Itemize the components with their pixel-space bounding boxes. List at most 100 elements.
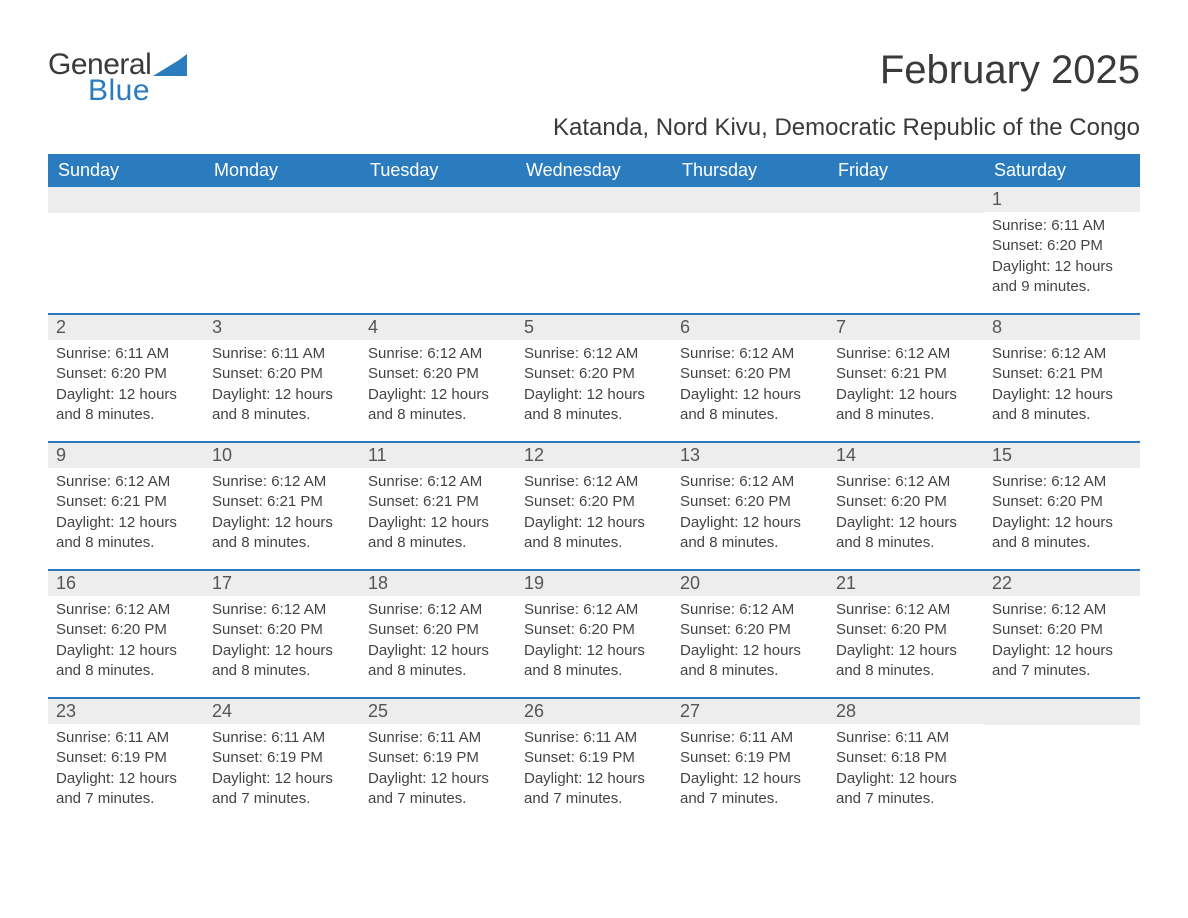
calendar-day xyxy=(516,187,672,313)
header: General Blue February 2025 xyxy=(48,48,1140,108)
daylight-text: Daylight: 12 hours and 7 minutes. xyxy=(212,769,352,810)
calendar-body: 1Sunrise: 6:11 AMSunset: 6:20 PMDaylight… xyxy=(48,187,1140,825)
sunrise-text: Sunrise: 6:11 AM xyxy=(368,728,508,748)
daylight-text: Daylight: 12 hours and 8 minutes. xyxy=(992,385,1132,426)
day-number xyxy=(204,187,360,213)
sunrise-text: Sunrise: 6:12 AM xyxy=(524,344,664,364)
day-number: 7 xyxy=(828,315,984,340)
day-details: Sunrise: 6:12 AMSunset: 6:21 PMDaylight:… xyxy=(984,340,1140,425)
day-number: 28 xyxy=(828,699,984,724)
daylight-text: Daylight: 12 hours and 8 minutes. xyxy=(368,513,508,554)
calendar-day: 9Sunrise: 6:12 AMSunset: 6:21 PMDaylight… xyxy=(48,443,204,569)
sunrise-text: Sunrise: 6:11 AM xyxy=(680,728,820,748)
sunrise-text: Sunrise: 6:12 AM xyxy=(992,344,1132,364)
sunrise-text: Sunrise: 6:12 AM xyxy=(992,600,1132,620)
sunrise-text: Sunrise: 6:12 AM xyxy=(524,472,664,492)
day-details: Sunrise: 6:11 AMSunset: 6:19 PMDaylight:… xyxy=(48,724,204,809)
day-number: 6 xyxy=(672,315,828,340)
sunrise-text: Sunrise: 6:12 AM xyxy=(836,472,976,492)
sunset-text: Sunset: 6:21 PM xyxy=(992,364,1132,384)
daylight-text: Daylight: 12 hours and 8 minutes. xyxy=(212,513,352,554)
daylight-text: Daylight: 12 hours and 8 minutes. xyxy=(524,641,664,682)
brand-mark-icon xyxy=(153,54,187,76)
day-number: 16 xyxy=(48,571,204,596)
day-number: 12 xyxy=(516,443,672,468)
day-number: 3 xyxy=(204,315,360,340)
sunset-text: Sunset: 6:20 PM xyxy=(212,620,352,640)
day-number: 13 xyxy=(672,443,828,468)
daylight-text: Daylight: 12 hours and 8 minutes. xyxy=(524,513,664,554)
calendar-day: 16Sunrise: 6:12 AMSunset: 6:20 PMDayligh… xyxy=(48,571,204,697)
daylight-text: Daylight: 12 hours and 8 minutes. xyxy=(836,641,976,682)
calendar-day: 20Sunrise: 6:12 AMSunset: 6:20 PMDayligh… xyxy=(672,571,828,697)
calendar-day: 6Sunrise: 6:12 AMSunset: 6:20 PMDaylight… xyxy=(672,315,828,441)
daylight-text: Daylight: 12 hours and 8 minutes. xyxy=(836,385,976,426)
weekday-header: Wednesday xyxy=(516,154,672,187)
daylight-text: Daylight: 12 hours and 8 minutes. xyxy=(680,641,820,682)
sunrise-text: Sunrise: 6:12 AM xyxy=(212,600,352,620)
day-details: Sunrise: 6:12 AMSunset: 6:20 PMDaylight:… xyxy=(984,596,1140,681)
calendar-day: 7Sunrise: 6:12 AMSunset: 6:21 PMDaylight… xyxy=(828,315,984,441)
daylight-text: Daylight: 12 hours and 7 minutes. xyxy=(836,769,976,810)
weekday-header: Saturday xyxy=(984,154,1140,187)
sunset-text: Sunset: 6:21 PM xyxy=(368,492,508,512)
daylight-text: Daylight: 12 hours and 7 minutes. xyxy=(992,641,1132,682)
location-subtitle: Katanda, Nord Kivu, Democratic Republic … xyxy=(48,114,1140,142)
calendar-day xyxy=(48,187,204,313)
day-number: 9 xyxy=(48,443,204,468)
calendar-day: 17Sunrise: 6:12 AMSunset: 6:20 PMDayligh… xyxy=(204,571,360,697)
sunset-text: Sunset: 6:20 PM xyxy=(368,364,508,384)
calendar-day: 24Sunrise: 6:11 AMSunset: 6:19 PMDayligh… xyxy=(204,699,360,825)
day-number: 2 xyxy=(48,315,204,340)
sunrise-text: Sunrise: 6:11 AM xyxy=(836,728,976,748)
sunrise-text: Sunrise: 6:12 AM xyxy=(212,472,352,492)
day-number: 4 xyxy=(360,315,516,340)
day-number xyxy=(48,187,204,213)
calendar-week: 16Sunrise: 6:12 AMSunset: 6:20 PMDayligh… xyxy=(48,569,1140,697)
day-details: Sunrise: 6:12 AMSunset: 6:20 PMDaylight:… xyxy=(828,596,984,681)
sunrise-text: Sunrise: 6:11 AM xyxy=(992,216,1132,236)
daylight-text: Daylight: 12 hours and 8 minutes. xyxy=(680,513,820,554)
sunset-text: Sunset: 6:20 PM xyxy=(56,620,196,640)
day-details: Sunrise: 6:12 AMSunset: 6:21 PMDaylight:… xyxy=(828,340,984,425)
sunrise-text: Sunrise: 6:12 AM xyxy=(992,472,1132,492)
weekday-header: Friday xyxy=(828,154,984,187)
calendar-day: 18Sunrise: 6:12 AMSunset: 6:20 PMDayligh… xyxy=(360,571,516,697)
sunrise-text: Sunrise: 6:11 AM xyxy=(56,344,196,364)
sunset-text: Sunset: 6:20 PM xyxy=(992,492,1132,512)
sunset-text: Sunset: 6:20 PM xyxy=(992,620,1132,640)
day-number: 8 xyxy=(984,315,1140,340)
day-number: 25 xyxy=(360,699,516,724)
day-details: Sunrise: 6:12 AMSunset: 6:20 PMDaylight:… xyxy=(984,468,1140,553)
daylight-text: Daylight: 12 hours and 8 minutes. xyxy=(56,385,196,426)
sunrise-text: Sunrise: 6:11 AM xyxy=(56,728,196,748)
daylight-text: Daylight: 12 hours and 8 minutes. xyxy=(212,641,352,682)
calendar-day: 19Sunrise: 6:12 AMSunset: 6:20 PMDayligh… xyxy=(516,571,672,697)
calendar-week: 23Sunrise: 6:11 AMSunset: 6:19 PMDayligh… xyxy=(48,697,1140,825)
weekday-header: Thursday xyxy=(672,154,828,187)
day-details: Sunrise: 6:12 AMSunset: 6:20 PMDaylight:… xyxy=(48,596,204,681)
sunrise-text: Sunrise: 6:11 AM xyxy=(524,728,664,748)
calendar-day: 25Sunrise: 6:11 AMSunset: 6:19 PMDayligh… xyxy=(360,699,516,825)
sunrise-text: Sunrise: 6:12 AM xyxy=(524,600,664,620)
sunset-text: Sunset: 6:20 PM xyxy=(524,620,664,640)
calendar-day: 13Sunrise: 6:12 AMSunset: 6:20 PMDayligh… xyxy=(672,443,828,569)
daylight-text: Daylight: 12 hours and 9 minutes. xyxy=(992,257,1132,298)
day-details: Sunrise: 6:11 AMSunset: 6:19 PMDaylight:… xyxy=(516,724,672,809)
sunset-text: Sunset: 6:19 PM xyxy=(680,748,820,768)
day-details: Sunrise: 6:12 AMSunset: 6:21 PMDaylight:… xyxy=(204,468,360,553)
calendar-day xyxy=(672,187,828,313)
calendar-day xyxy=(204,187,360,313)
day-number: 5 xyxy=(516,315,672,340)
day-details: Sunrise: 6:11 AMSunset: 6:20 PMDaylight:… xyxy=(204,340,360,425)
calendar-day: 14Sunrise: 6:12 AMSunset: 6:20 PMDayligh… xyxy=(828,443,984,569)
calendar-day: 11Sunrise: 6:12 AMSunset: 6:21 PMDayligh… xyxy=(360,443,516,569)
calendar: SundayMondayTuesdayWednesdayThursdayFrid… xyxy=(48,154,1140,825)
calendar-day: 1Sunrise: 6:11 AMSunset: 6:20 PMDaylight… xyxy=(984,187,1140,313)
day-number: 11 xyxy=(360,443,516,468)
day-number: 21 xyxy=(828,571,984,596)
sunset-text: Sunset: 6:19 PM xyxy=(212,748,352,768)
sunrise-text: Sunrise: 6:12 AM xyxy=(680,472,820,492)
sunset-text: Sunset: 6:19 PM xyxy=(368,748,508,768)
sunset-text: Sunset: 6:19 PM xyxy=(524,748,664,768)
